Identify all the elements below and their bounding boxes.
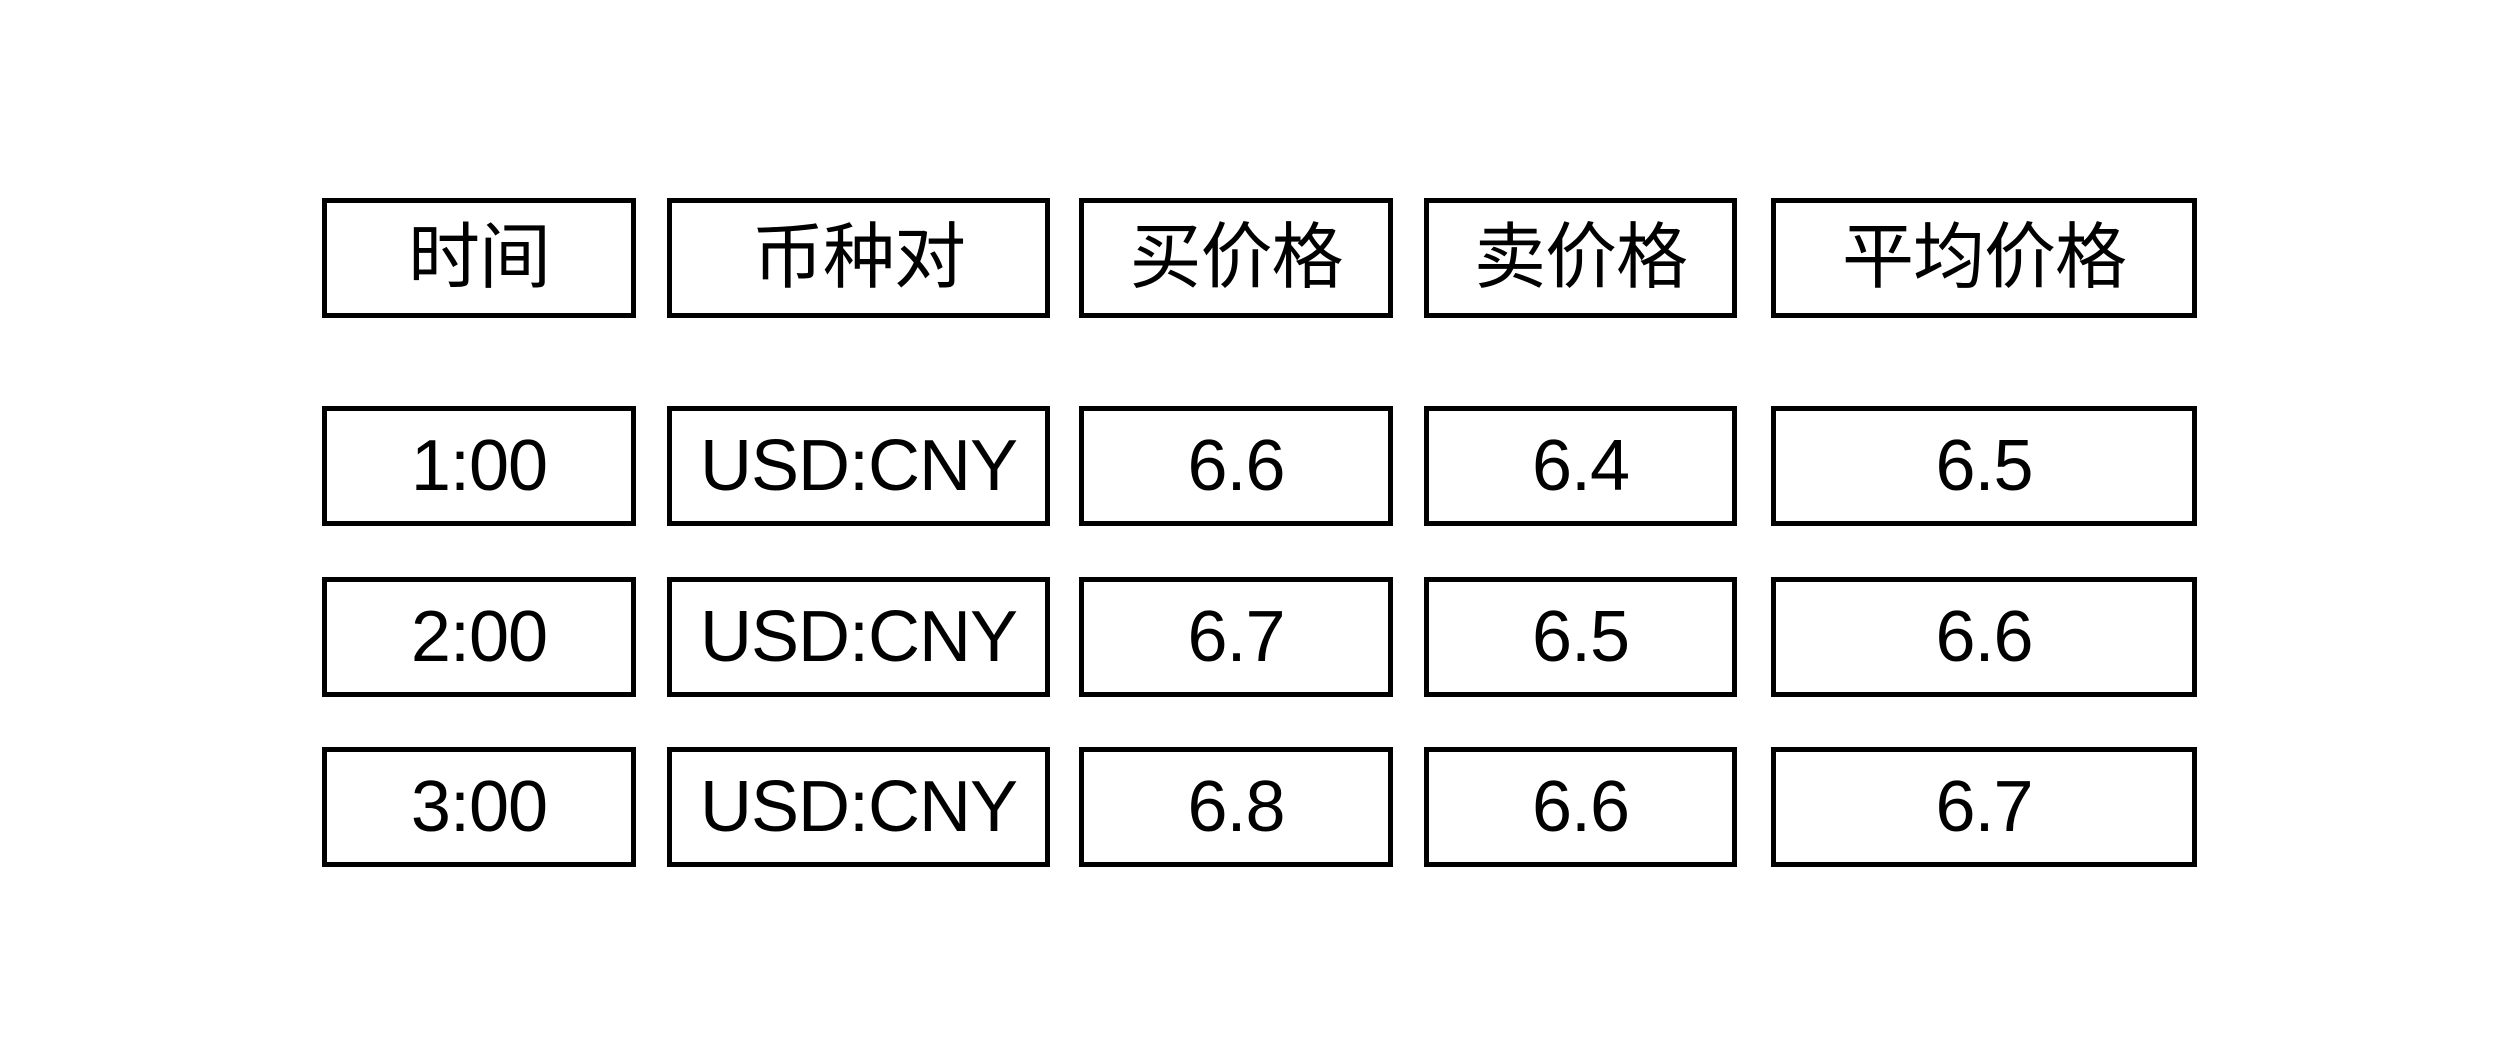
table-row: 3:00 USD:CNY 6.8 6.6 6.7: [322, 747, 2197, 867]
header-cell-sell: 卖价格: [1424, 198, 1737, 318]
cell-buy: 6.8: [1079, 747, 1393, 867]
cell-buy: 6.7: [1079, 577, 1393, 697]
cell-pair: USD:CNY: [667, 577, 1050, 697]
cell-avg: 6.5: [1771, 406, 2197, 526]
cell-pair: USD:CNY: [667, 747, 1050, 867]
header-cell-buy: 买价格: [1079, 198, 1393, 318]
table-header-row: 时间 币种对 买价格 卖价格 平均价格: [322, 198, 2197, 318]
header-cell-time: 时间: [322, 198, 636, 318]
cell-pair: USD:CNY: [667, 406, 1050, 526]
header-cell-pair: 币种对: [667, 198, 1050, 318]
cell-avg: 6.7: [1771, 747, 2197, 867]
cell-time: 2:00: [322, 577, 636, 697]
cell-time: 1:00: [322, 406, 636, 526]
cell-sell: 6.6: [1424, 747, 1737, 867]
table-row: 2:00 USD:CNY 6.7 6.5 6.6: [322, 577, 2197, 697]
cell-avg: 6.6: [1771, 577, 2197, 697]
table-row: 1:00 USD:CNY 6.6 6.4 6.5: [322, 406, 2197, 526]
cell-sell: 6.5: [1424, 577, 1737, 697]
header-cell-avg: 平均价格: [1771, 198, 2197, 318]
cell-time: 3:00: [322, 747, 636, 867]
cell-sell: 6.4: [1424, 406, 1737, 526]
cell-buy: 6.6: [1079, 406, 1393, 526]
fx-rate-table: 时间 币种对 买价格 卖价格 平均价格 1:00 USD:CNY 6.6 6.4…: [322, 198, 2197, 867]
